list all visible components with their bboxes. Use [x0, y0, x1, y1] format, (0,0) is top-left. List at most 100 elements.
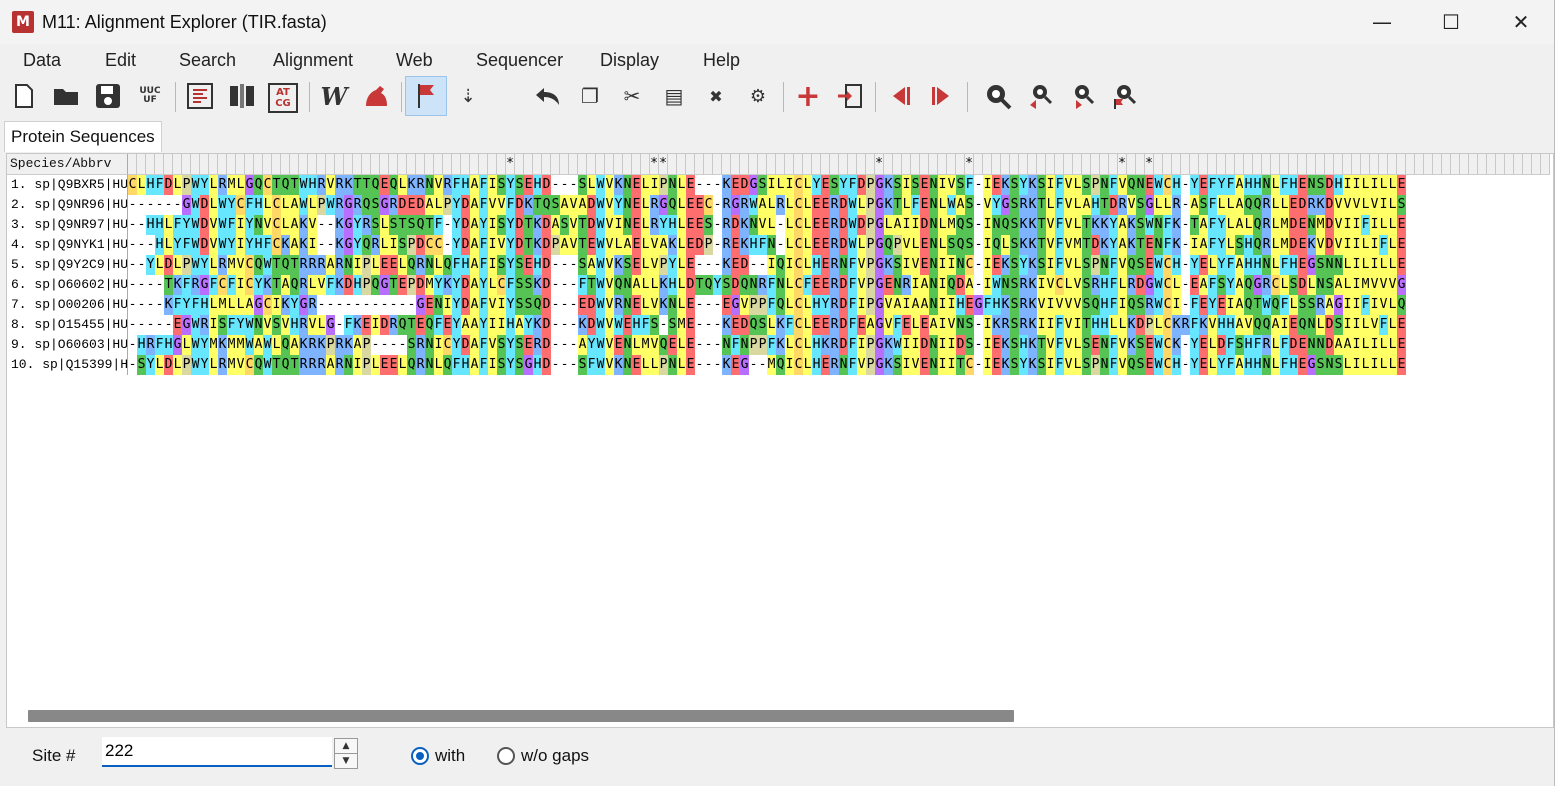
- residue-cell[interactable]: S: [1136, 255, 1145, 275]
- residue-cell[interactable]: -: [155, 195, 164, 215]
- residue-cell[interactable]: -: [569, 175, 578, 195]
- residue-cell[interactable]: L: [137, 175, 146, 195]
- residue-cell[interactable]: L: [911, 235, 920, 255]
- residue-cell[interactable]: -: [1181, 355, 1190, 375]
- residue-cell[interactable]: S: [1037, 255, 1046, 275]
- residue-cell[interactable]: -: [137, 255, 146, 275]
- residue-cell[interactable]: D: [1091, 235, 1100, 255]
- residue-cell[interactable]: V: [308, 215, 317, 235]
- residue-cell[interactable]: C: [794, 255, 803, 275]
- next-block-icon[interactable]: [926, 80, 958, 112]
- residue-cell[interactable]: -: [443, 235, 452, 255]
- residue-cell[interactable]: N: [1262, 175, 1271, 195]
- residue-cell[interactable]: I: [983, 215, 992, 235]
- residue-cell[interactable]: W: [848, 235, 857, 255]
- residue-cell[interactable]: H: [1244, 235, 1253, 255]
- residue-cell[interactable]: A: [353, 335, 362, 355]
- residue-cell[interactable]: H: [461, 355, 470, 375]
- residue-cell[interactable]: D: [542, 315, 551, 335]
- residue-cell[interactable]: A: [326, 255, 335, 275]
- residue-cell[interactable]: H: [290, 315, 299, 335]
- residue-cell[interactable]: I: [857, 295, 866, 315]
- residue-cell[interactable]: L: [803, 255, 812, 275]
- residue-cell[interactable]: E: [380, 355, 389, 375]
- residue-cell[interactable]: W: [596, 175, 605, 195]
- residue-cell[interactable]: A: [290, 235, 299, 255]
- residue-cell[interactable]: E: [668, 335, 677, 355]
- residue-cell[interactable]: H: [812, 295, 821, 315]
- residue-cell[interactable]: N: [767, 235, 776, 255]
- residue-cell[interactable]: D: [461, 295, 470, 315]
- residue-cell[interactable]: E: [1289, 195, 1298, 215]
- residue-cell[interactable]: R: [758, 275, 767, 295]
- residue-cell[interactable]: C: [1163, 315, 1172, 335]
- residue-cell[interactable]: W: [749, 195, 758, 215]
- residue-cell[interactable]: K: [353, 315, 362, 335]
- residue-cell[interactable]: S: [1082, 295, 1091, 315]
- residue-cell[interactable]: Q: [1244, 275, 1253, 295]
- residue-cell[interactable]: Q: [290, 275, 299, 295]
- residue-cell[interactable]: E: [1298, 175, 1307, 195]
- residue-cell[interactable]: H: [155, 235, 164, 255]
- residue-cell[interactable]: -: [749, 355, 758, 375]
- residue-cell[interactable]: Q: [704, 275, 713, 295]
- residue-cell[interactable]: D: [956, 275, 965, 295]
- residue-cell[interactable]: Y: [452, 295, 461, 315]
- residue-cell[interactable]: H: [1172, 175, 1181, 195]
- residue-cell[interactable]: L: [227, 295, 236, 315]
- residue-cell[interactable]: T: [290, 175, 299, 195]
- residue-cell[interactable]: S: [623, 255, 632, 275]
- residue-cell[interactable]: P: [362, 275, 371, 295]
- residue-cell[interactable]: L: [1226, 235, 1235, 255]
- residue-cell[interactable]: D: [164, 255, 173, 275]
- residue-cell[interactable]: L: [1379, 215, 1388, 235]
- residue-cell[interactable]: F: [1055, 195, 1064, 215]
- residue-cell[interactable]: L: [677, 195, 686, 215]
- residue-cell[interactable]: L: [650, 355, 659, 375]
- residue-cell[interactable]: I: [1343, 235, 1352, 255]
- residue-cell[interactable]: -: [713, 255, 722, 275]
- dna-atcg-icon[interactable]: AT CG: [268, 83, 298, 113]
- residue-cell[interactable]: I: [1343, 315, 1352, 335]
- residue-cell[interactable]: D: [686, 275, 695, 295]
- residue-cell[interactable]: A: [1235, 215, 1244, 235]
- residue-cell[interactable]: P: [866, 195, 875, 215]
- residue-cell[interactable]: Y: [146, 255, 155, 275]
- residue-cell[interactable]: -: [1181, 195, 1190, 215]
- residue-cell[interactable]: D: [416, 195, 425, 215]
- residue-cell[interactable]: E: [1217, 295, 1226, 315]
- residue-cell[interactable]: N: [740, 335, 749, 355]
- residue-cell[interactable]: I: [1352, 275, 1361, 295]
- residue-cell[interactable]: N: [929, 295, 938, 315]
- residue-cell[interactable]: N: [1262, 255, 1271, 275]
- residue-cell[interactable]: I: [1370, 175, 1379, 195]
- residue-cell[interactable]: I: [902, 175, 911, 195]
- residue-cell[interactable]: V: [911, 255, 920, 275]
- residue-cell[interactable]: A: [1190, 195, 1199, 215]
- residue-cell[interactable]: P: [866, 275, 875, 295]
- residue-cell[interactable]: G: [875, 275, 884, 295]
- residue-cell[interactable]: N: [929, 195, 938, 215]
- residue-cell[interactable]: W: [992, 275, 1001, 295]
- w-clustal-icon[interactable]: W: [320, 81, 348, 111]
- residue-cell[interactable]: H: [992, 295, 1001, 315]
- residue-cell[interactable]: L: [1388, 255, 1397, 275]
- residue-cell[interactable]: N: [1325, 355, 1334, 375]
- residue-cell[interactable]: L: [1154, 315, 1163, 335]
- residue-cell[interactable]: N: [623, 335, 632, 355]
- residue-cell[interactable]: L: [884, 215, 893, 235]
- residue-cell[interactable]: I: [1370, 335, 1379, 355]
- residue-cell[interactable]: L: [1073, 195, 1082, 215]
- residue-cell[interactable]: S: [407, 335, 416, 355]
- residue-cell[interactable]: H: [254, 235, 263, 255]
- residue-cell[interactable]: A: [920, 295, 929, 315]
- residue-cell[interactable]: Q: [443, 255, 452, 275]
- residue-cell[interactable]: N: [668, 295, 677, 315]
- residue-cell[interactable]: H: [1100, 275, 1109, 295]
- residue-cell[interactable]: -: [713, 215, 722, 235]
- minimize-button[interactable]: —: [1372, 10, 1392, 34]
- residue-cell[interactable]: G: [1334, 295, 1343, 315]
- residue-cell[interactable]: P: [758, 335, 767, 355]
- residue-cell[interactable]: E: [731, 255, 740, 275]
- residue-cell[interactable]: T: [1082, 315, 1091, 335]
